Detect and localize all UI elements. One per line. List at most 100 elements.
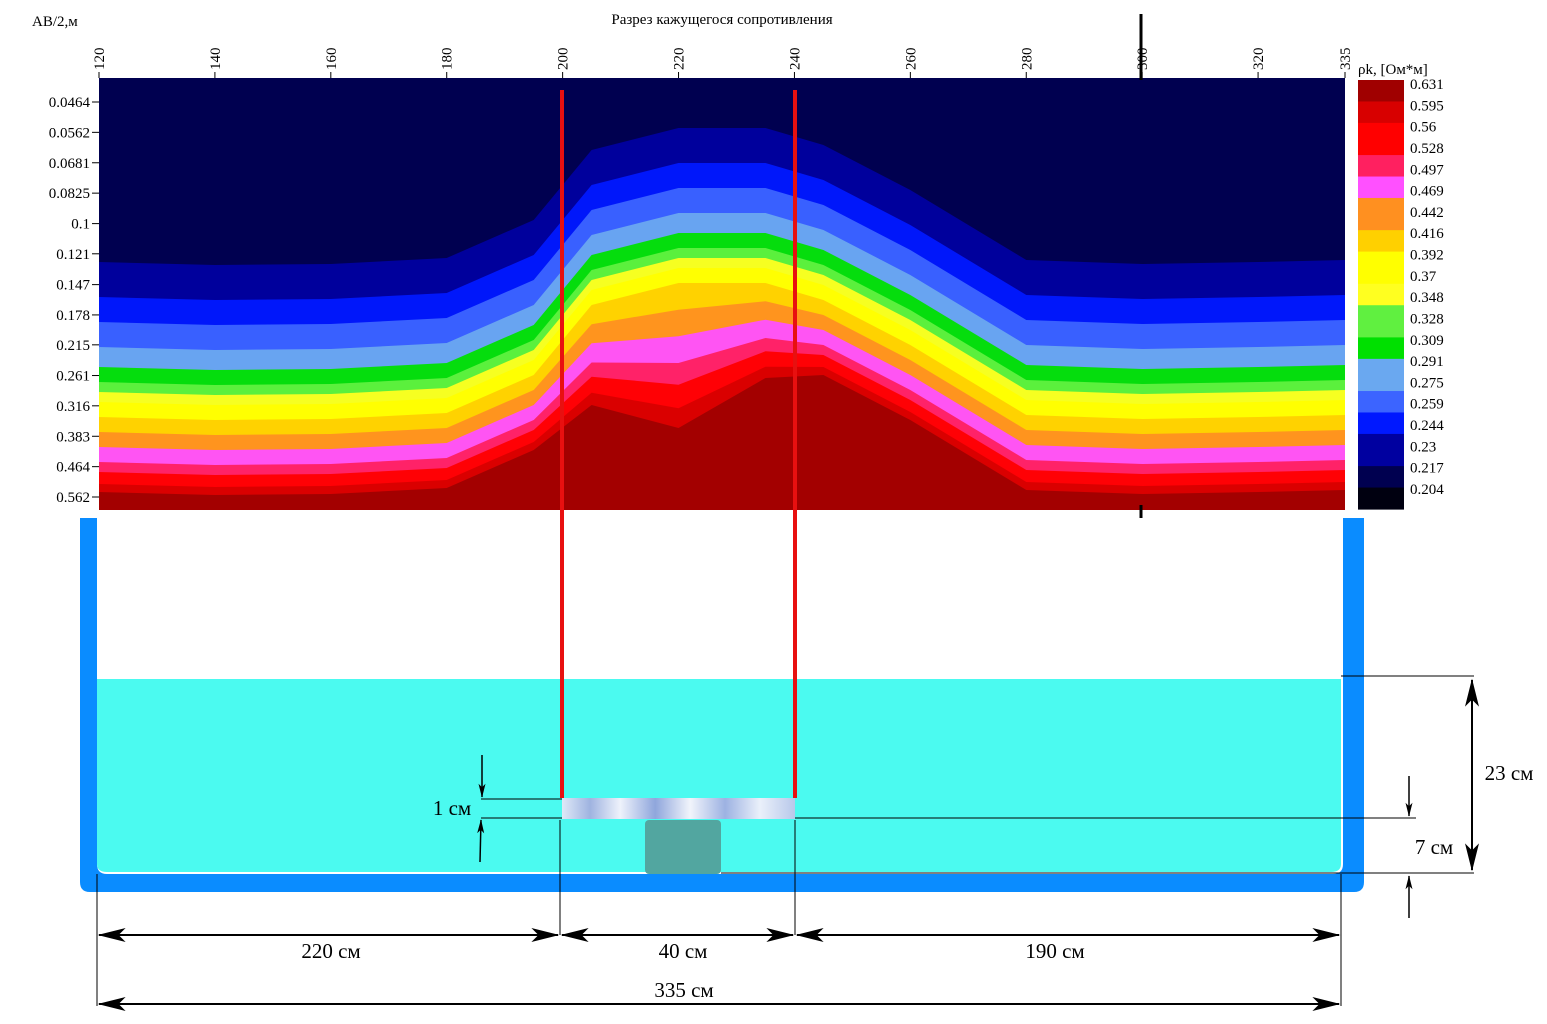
colorbar-tick-label: 0.244 xyxy=(1410,418,1444,434)
y-tick-label: 0.383 xyxy=(56,429,90,445)
x-tick-label: 220 xyxy=(672,48,688,71)
colorbar: 0.631 0.595 0.56 0.528 0.497 0.469 0.442 0.416 0… xyxy=(1358,77,1444,510)
y-tick-label: 0.1 xyxy=(71,217,90,233)
colorbar-swatch xyxy=(1358,433,1404,446)
colorbar-swatch xyxy=(1358,230,1404,242)
y-tick-label: 0.147 xyxy=(56,278,90,294)
contour-band xyxy=(99,375,1345,510)
colorbar-swatch xyxy=(1358,348,1404,360)
colorbar-swatch xyxy=(1358,219,1404,231)
colorbar-tick-label: 0.309 xyxy=(1410,333,1444,349)
colorbar-tick-label: 0.497 xyxy=(1410,162,1444,178)
contour-bands xyxy=(99,78,1345,510)
y-axis-ticks: 0.0464 0.0562 0.0681 0.0825 0.1 0.121 0.147 0.1… xyxy=(49,95,99,506)
y-tick-label: 0.215 xyxy=(56,338,90,354)
colorbar-tick-label: 0.416 xyxy=(1410,226,1444,242)
heatmap-area xyxy=(99,78,1345,510)
colorbar-swatch xyxy=(1358,305,1404,317)
x-tick-label: 120 xyxy=(92,48,108,71)
colorbar-swatch xyxy=(1358,380,1404,392)
colorbar-swatch xyxy=(1358,90,1404,103)
colorbar-swatch xyxy=(1358,155,1404,167)
colorbar-tick-label: 0.23 xyxy=(1410,439,1436,455)
y-tick-label: 0.261 xyxy=(56,369,90,385)
colorbar-tick-label: 0.442 xyxy=(1410,205,1444,221)
colorbar-tick-label: 0.348 xyxy=(1410,290,1444,306)
colorbar-swatch xyxy=(1358,391,1404,403)
y-tick-label: 0.316 xyxy=(56,399,90,415)
colorbar-swatch xyxy=(1358,165,1404,178)
colorbar-swatch xyxy=(1358,144,1404,156)
x-tick-label: 240 xyxy=(787,48,803,71)
colorbar-tick-label: 0.528 xyxy=(1410,141,1444,157)
colorbar-tick-label: 0.204 xyxy=(1410,482,1444,498)
y-tick-label: 0.178 xyxy=(56,308,90,324)
colorbar-swatch xyxy=(1358,315,1404,328)
water-body xyxy=(97,679,1341,872)
colorbar-swatch xyxy=(1358,122,1404,135)
colorbar-swatch xyxy=(1358,187,1404,199)
colorbar-tick-label: 0.328 xyxy=(1410,311,1444,327)
colorbar-swatch xyxy=(1358,273,1404,285)
colorbar-swatch xyxy=(1358,326,1404,338)
colorbar-swatch xyxy=(1358,358,1404,371)
colorbar-swatch xyxy=(1358,251,1404,263)
x-tick-label: 335 xyxy=(1338,48,1354,71)
colorbar-label: ρk, [Ом*м] xyxy=(1358,62,1428,78)
label-object-height: 7 см xyxy=(1415,835,1453,859)
colorbar-swatch xyxy=(1358,262,1404,274)
buried-object xyxy=(645,820,721,874)
resistivity-section-chart: Разрез кажущегося сопротивления AB/2,м 1… xyxy=(32,12,1444,518)
colorbar-swatch xyxy=(1358,112,1404,124)
dimension-guides xyxy=(96,675,1474,1006)
colorbar-tick-label: 0.37 xyxy=(1410,269,1437,285)
colorbar-swatch xyxy=(1358,498,1404,510)
colorbar-tick-label: 0.392 xyxy=(1410,248,1444,264)
colorbar-swatch xyxy=(1358,466,1404,478)
colorbar-swatch xyxy=(1358,337,1404,349)
y-tick-label: 0.0464 xyxy=(49,95,91,111)
colorbar-swatch xyxy=(1358,294,1404,306)
y-axis-label: AB/2,м xyxy=(32,14,78,30)
colorbar-swatch xyxy=(1358,208,1404,221)
x-tick-label: 180 xyxy=(440,48,456,71)
y-tick-label: 0.562 xyxy=(56,490,90,506)
colorbar-tick-label: 0.469 xyxy=(1410,184,1444,200)
label-right-segment: 190 см xyxy=(1025,939,1084,963)
dimension-arrow-plate-bottom xyxy=(477,819,485,863)
y-tick-label: 0.0681 xyxy=(49,156,90,172)
colorbar-tick-label: 0.631 xyxy=(1410,77,1444,93)
colorbar-swatch xyxy=(1358,455,1404,467)
y-tick-label: 0.464 xyxy=(56,460,90,476)
colorbar-swatch xyxy=(1358,369,1404,381)
label-left-segment: 220 см xyxy=(301,939,360,963)
colorbar-swatch xyxy=(1358,476,1404,489)
colorbar-tick-label: 0.275 xyxy=(1410,375,1444,391)
colorbar-swatch xyxy=(1358,197,1404,210)
x-axis-ticks: 120 140 160 180 200 220 240 260 280 300 320 335 xyxy=(92,48,1354,78)
colorbar-swatch xyxy=(1358,80,1404,92)
colorbar-swatch xyxy=(1358,487,1404,499)
y-tick-label: 0.0562 xyxy=(49,125,90,141)
label-plate-thickness: 1 см xyxy=(433,796,471,820)
label-middle-segment: 40 см xyxy=(659,939,708,963)
colorbar-swatch xyxy=(1358,412,1404,424)
x-tick-label: 200 xyxy=(556,48,572,71)
x-tick-label: 280 xyxy=(1019,48,1035,71)
x-tick-label: 160 xyxy=(324,48,340,71)
colorbar-swatch xyxy=(1358,176,1404,188)
colorbar-swatch xyxy=(1358,240,1404,253)
colorbar-swatch xyxy=(1358,444,1404,456)
colorbar-tick-label: 0.291 xyxy=(1410,354,1444,370)
y-tick-label: 0.121 xyxy=(56,247,90,263)
colorbar-tick-label: 0.56 xyxy=(1410,120,1437,136)
label-total-length: 335 см xyxy=(654,978,713,1002)
conductive-plate xyxy=(562,798,795,819)
y-tick-label: 0.0825 xyxy=(49,186,90,202)
x-tick-label: 140 xyxy=(208,48,224,71)
colorbar-swatch xyxy=(1358,423,1404,435)
chart-title: Разрез кажущегося сопротивления xyxy=(611,12,832,28)
colorbar-tick-label: 0.595 xyxy=(1410,98,1444,114)
colorbar-swatch xyxy=(1358,133,1404,145)
